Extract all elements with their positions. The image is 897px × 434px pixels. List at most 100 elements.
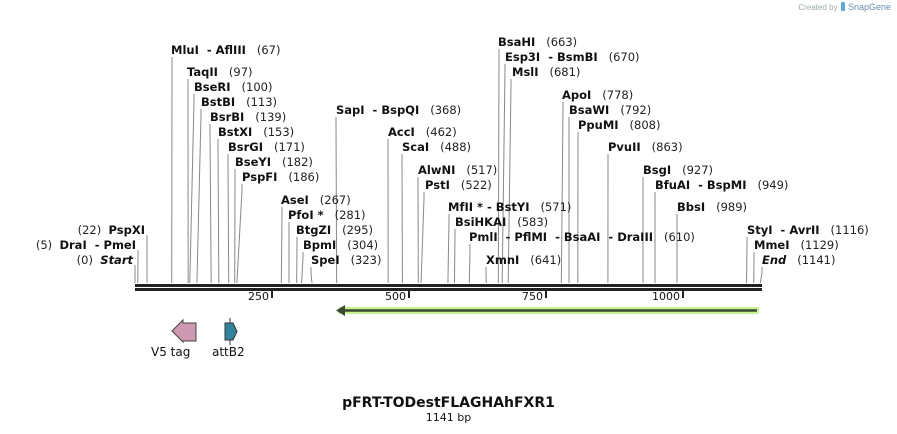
- site-name: AccI: [388, 125, 415, 139]
- restriction-site-label[interactable]: BstXI (153): [218, 125, 294, 139]
- site-name: BfuAI - BspMI: [655, 178, 747, 192]
- site-line: [301, 252, 304, 284]
- restriction-site-label[interactable]: PvuII (863): [608, 140, 683, 154]
- site-name: MfII * - BstYI: [448, 200, 530, 214]
- site-position: (5): [35, 238, 53, 252]
- ruler-tick-label: 1000: [652, 290, 680, 303]
- restriction-site-label[interactable]: BsrGI (171): [228, 140, 305, 154]
- site-name: DraI - PmeI: [59, 238, 136, 252]
- site-position: (610): [664, 230, 695, 244]
- site-line: [310, 267, 313, 284]
- site-position: (927): [682, 163, 714, 177]
- site-position: (113): [246, 95, 278, 109]
- site-name: PvuII: [608, 140, 641, 154]
- restriction-site-label[interactable]: BseYI (182): [235, 155, 313, 169]
- restriction-site-label[interactable]: XmnI (641): [486, 253, 561, 267]
- restriction-site-label[interactable]: (0) Start: [77, 253, 133, 267]
- site-name: Esp3I - BsmBI: [505, 50, 598, 64]
- site-name: MmeI: [754, 238, 790, 252]
- site-position: (67): [256, 43, 281, 57]
- restriction-site-label[interactable]: MluI - AflIII (67): [171, 43, 280, 57]
- restriction-site-label[interactable]: MfII * - BstYI (571): [448, 200, 571, 214]
- site-name: ScaI: [402, 140, 430, 154]
- site-position: (295): [342, 223, 374, 237]
- restriction-site-label[interactable]: BsiHKAI (583): [455, 215, 548, 229]
- ruler-tick-label: 250: [248, 290, 269, 303]
- site-position: (171): [273, 140, 305, 154]
- restriction-site-label[interactable]: (5) DraI - PmeI: [36, 238, 136, 252]
- restriction-site-label[interactable]: MmeI (1129): [754, 238, 839, 252]
- restriction-site-label[interactable]: BstBI (113): [201, 95, 277, 109]
- ruler-tick: [408, 291, 410, 298]
- restriction-site-label[interactable]: PfoI * (281): [288, 208, 366, 222]
- site-name: SpeI: [311, 253, 340, 267]
- site-line: [453, 229, 456, 284]
- restriction-site-label[interactable]: BsaHI (663): [498, 35, 577, 49]
- site-position: (681): [549, 65, 581, 79]
- site-name: BsiHKAI: [455, 215, 507, 229]
- attb2-feature[interactable]: [224, 318, 238, 345]
- restriction-site-label[interactable]: BseRI (100): [194, 80, 272, 94]
- site-name: BsrBI: [210, 110, 245, 124]
- v5-tag-label: V5 tag: [151, 345, 191, 359]
- site-line: [227, 154, 230, 284]
- site-name: PmlI - PflMI - BsaAI - DraIII: [469, 230, 654, 244]
- restriction-site-label[interactable]: BsrBI (139): [210, 110, 286, 124]
- site-position: (182): [282, 155, 313, 169]
- restriction-site-label[interactable]: Esp3I - BsmBI (670): [505, 50, 640, 64]
- site-name: BsaWI: [569, 103, 610, 117]
- site-name: BbsI: [677, 200, 706, 214]
- site-position: (989): [716, 200, 748, 214]
- restriction-site-label[interactable]: MslI (681): [512, 65, 580, 79]
- site-position: (368): [430, 103, 462, 117]
- restriction-site-label[interactable]: BtgZI (295): [296, 223, 373, 237]
- snapgene-logo-icon: [840, 2, 845, 11]
- restriction-site-label[interactable]: PmlI - PflMI - BsaAI - DraIII (610): [469, 230, 695, 244]
- site-lines: [134, 49, 763, 284]
- restriction-site-label[interactable]: PspFI (186): [242, 170, 319, 184]
- restriction-site-label[interactable]: BsaWI (792): [569, 103, 651, 117]
- restriction-site-label[interactable]: AseI (267): [281, 193, 351, 207]
- restriction-site-label[interactable]: ScaI (488): [402, 140, 471, 154]
- site-line: [468, 244, 471, 284]
- site-line: [196, 109, 202, 284]
- site-position: (462): [425, 125, 457, 139]
- restriction-site-label[interactable]: PstI (522): [425, 178, 492, 192]
- restriction-site-label[interactable]: TaqII (97): [187, 65, 253, 79]
- v5-tag-feature[interactable]: [171, 318, 197, 344]
- restriction-site-label[interactable]: BpmI (304): [303, 238, 378, 252]
- credit-prefix: Created by: [798, 3, 838, 12]
- restriction-site-label[interactable]: AccI (462): [388, 125, 457, 139]
- site-name: PfoI *: [288, 208, 324, 222]
- site-line: [189, 94, 195, 284]
- ruler-tick: [271, 291, 273, 298]
- site-name: PstI: [425, 178, 450, 192]
- site-line: [236, 184, 243, 284]
- restriction-site-label[interactable]: AlwNI (517): [418, 163, 497, 177]
- site-name: BseYI: [235, 155, 272, 169]
- site-position: (100): [241, 80, 273, 94]
- site-position: (139): [255, 110, 287, 124]
- site-line: [217, 139, 220, 284]
- site-name: BsaHI: [498, 35, 536, 49]
- restriction-site-label[interactable]: BsgI (927): [643, 163, 713, 177]
- restriction-site-label[interactable]: ApoI (778): [562, 88, 633, 102]
- restriction-site-label[interactable]: SapI - BspQI (368): [336, 103, 461, 117]
- restriction-site-label[interactable]: End (1141): [762, 253, 836, 267]
- restriction-site-label[interactable]: PpuMI (808): [578, 118, 660, 132]
- orf-arrow[interactable]: [336, 305, 759, 316]
- site-name: AlwNI: [418, 163, 456, 177]
- restriction-site-label[interactable]: BfuAI - BspMI (949): [655, 178, 788, 192]
- site-position: (641): [530, 253, 562, 267]
- site-position: (1129): [800, 238, 839, 252]
- restriction-site-label[interactable]: BbsI (989): [677, 200, 747, 214]
- restriction-site-label[interactable]: SpeI (323): [311, 253, 382, 267]
- site-line: [209, 124, 212, 284]
- restriction-site-label[interactable]: (22) PspXI: [78, 223, 145, 237]
- site-line: [507, 79, 512, 284]
- site-position: (153): [263, 125, 295, 139]
- restriction-site-label[interactable]: StyI - AvrII (1116): [747, 223, 869, 237]
- site-position: (808): [629, 118, 661, 132]
